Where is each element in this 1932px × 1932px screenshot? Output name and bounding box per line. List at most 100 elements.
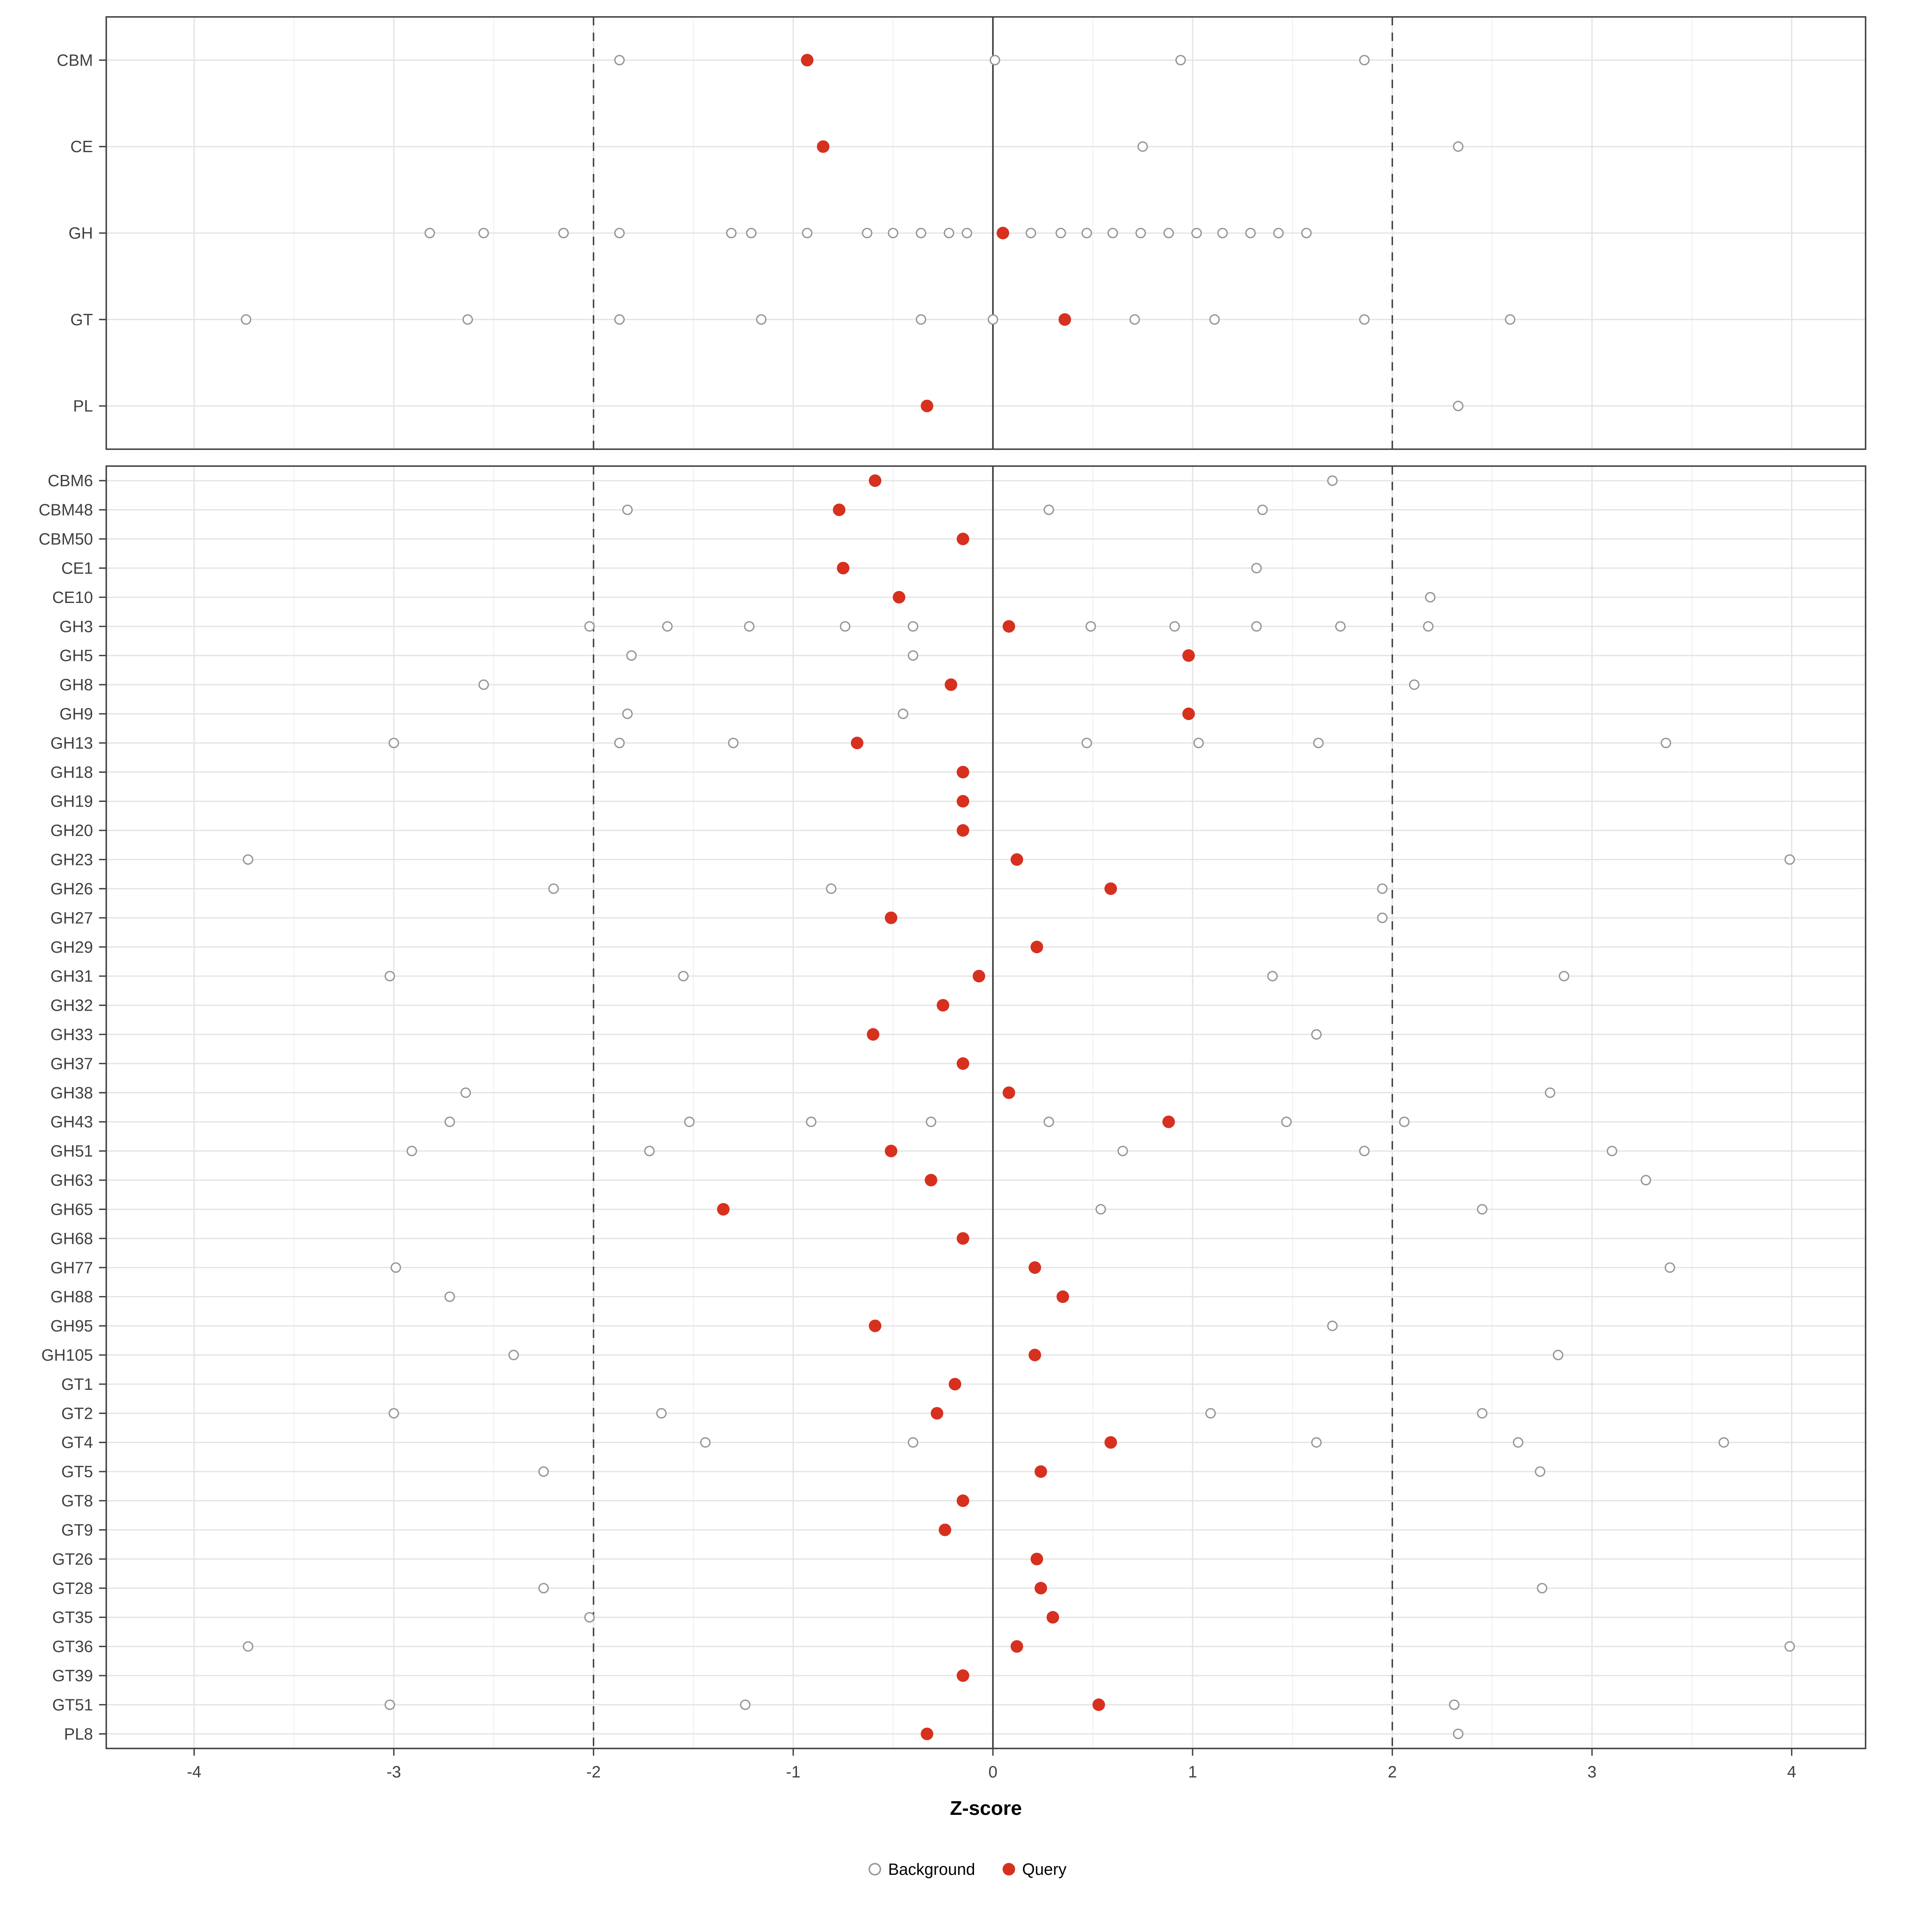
data-point-background xyxy=(1267,971,1278,982)
x-tick-label: 0 xyxy=(989,1763,998,1781)
data-point-background xyxy=(478,227,489,239)
legend-label-query: Query xyxy=(1022,1860,1067,1878)
data-point-background xyxy=(548,883,559,894)
data-point-background xyxy=(1043,1117,1054,1127)
data-point-background xyxy=(243,1641,254,1652)
data-point-background xyxy=(1163,227,1174,239)
data-point-background xyxy=(1245,227,1256,239)
y-tick-label-GH: GH xyxy=(68,224,93,242)
data-point-background xyxy=(1359,314,1370,325)
data-point-background xyxy=(1359,55,1370,66)
data-point-background xyxy=(888,227,898,239)
y-tick-label-PL: PL xyxy=(73,397,93,415)
data-point-background xyxy=(840,621,850,632)
data-point-query xyxy=(1182,649,1195,662)
y-tick-label-GH51: GH51 xyxy=(50,1142,93,1160)
data-point-query xyxy=(945,678,958,691)
data-point-background xyxy=(1606,1146,1617,1156)
x-tick-label: 4 xyxy=(1787,1763,1796,1781)
y-tick-label-GH23: GH23 xyxy=(50,850,93,869)
data-point-background xyxy=(908,621,919,632)
data-point-background xyxy=(1423,621,1434,632)
data-point-background xyxy=(1552,1350,1563,1360)
data-point-background xyxy=(384,971,395,982)
data-point-background xyxy=(746,227,757,239)
data-point-background xyxy=(1537,1583,1548,1593)
data-point-background xyxy=(1205,1408,1216,1419)
data-point-background xyxy=(862,227,873,239)
data-point-query xyxy=(956,766,970,778)
x-tick-label: -2 xyxy=(586,1763,601,1781)
data-point-background xyxy=(1313,737,1324,748)
y-tick-label-CBM6: CBM6 xyxy=(47,471,93,490)
data-point-background xyxy=(1545,1087,1556,1098)
y-tick-label-CBM: CBM xyxy=(57,51,93,69)
data-point-background xyxy=(1327,1321,1338,1331)
data-point-background xyxy=(1409,679,1420,690)
data-point-background xyxy=(962,227,972,239)
data-point-background xyxy=(508,1350,519,1360)
x-axis-title: Z-score xyxy=(950,1797,1022,1819)
data-point-background xyxy=(1043,504,1054,515)
data-point-background xyxy=(1107,227,1118,239)
y-tick-label-GH3: GH3 xyxy=(60,617,93,636)
data-point-background xyxy=(1311,1029,1322,1040)
panel-top: CBM CE GH GT PL xyxy=(57,16,1866,450)
data-point-query xyxy=(893,591,906,604)
data-point-background xyxy=(390,1262,401,1273)
data-point-background xyxy=(1082,737,1092,748)
data-point-background xyxy=(1251,563,1262,574)
data-point-background xyxy=(478,679,489,690)
y-tick-label-GT5: GT5 xyxy=(61,1462,93,1481)
data-point-query xyxy=(956,1057,970,1070)
data-point-background xyxy=(1311,1437,1322,1448)
data-point-background xyxy=(1449,1699,1459,1710)
data-point-background xyxy=(678,971,689,982)
y-tick-label-GH26: GH26 xyxy=(50,879,93,898)
panel-bottom: CBM6 CBM48 CBM50 CE1 CE10 GH3 GH5 GH8 GH9 GH13 GH1… xyxy=(39,465,1866,1749)
data-point-background xyxy=(584,1612,595,1623)
data-point-background xyxy=(1784,1641,1795,1652)
data-point-query xyxy=(956,533,970,545)
data-point-background xyxy=(1135,227,1146,239)
y-tick-label-CE10: CE10 xyxy=(52,588,93,607)
data-point-query xyxy=(833,504,846,516)
y-tick-label-CBM48: CBM48 xyxy=(39,501,93,519)
data-point-background xyxy=(1399,1117,1410,1127)
y-tick-label-GT36: GT36 xyxy=(52,1637,93,1656)
data-point-query xyxy=(997,227,1009,239)
data-point-query xyxy=(948,1378,962,1391)
data-point-background xyxy=(1301,227,1312,239)
data-point-background xyxy=(1505,314,1515,325)
data-point-background xyxy=(1026,227,1036,239)
data-point-background xyxy=(614,314,625,325)
y-tick-label-CE: CE xyxy=(70,137,93,156)
data-point-query xyxy=(837,561,850,575)
data-point-query xyxy=(921,400,933,413)
y-tick-label-PL8: PL8 xyxy=(64,1725,93,1743)
y-tick-label-GT51: GT51 xyxy=(52,1695,93,1714)
data-point-background xyxy=(1251,621,1262,632)
y-tick-label-GT26: GT26 xyxy=(52,1550,93,1568)
data-point-background xyxy=(908,1437,919,1448)
y-tick-label-GH33: GH33 xyxy=(50,1025,93,1044)
data-point-background xyxy=(1335,621,1346,632)
data-point-background xyxy=(538,1583,549,1593)
y-tick-label-GH20: GH20 xyxy=(50,821,93,840)
data-point-query xyxy=(1104,882,1117,895)
data-point-query xyxy=(925,1174,937,1187)
data-point-background xyxy=(756,314,767,325)
y-tick-label-GH38: GH38 xyxy=(50,1084,93,1102)
panel-area xyxy=(106,466,1866,1748)
data-point-background xyxy=(1558,971,1569,982)
y-tick-label-GT39: GT39 xyxy=(52,1666,93,1685)
x-tick-label: 2 xyxy=(1388,1763,1397,1781)
data-point-query xyxy=(1162,1115,1175,1128)
panel-border xyxy=(105,465,1866,1749)
y-tick-label-GH63: GH63 xyxy=(50,1171,93,1189)
y-tick-label-GH37: GH37 xyxy=(50,1054,93,1073)
y-tick-label-GH19: GH19 xyxy=(50,792,93,811)
y-tick-label-GH95: GH95 xyxy=(50,1317,93,1335)
legend: Background Query xyxy=(868,1860,1067,1878)
data-point-query xyxy=(1034,1582,1047,1595)
